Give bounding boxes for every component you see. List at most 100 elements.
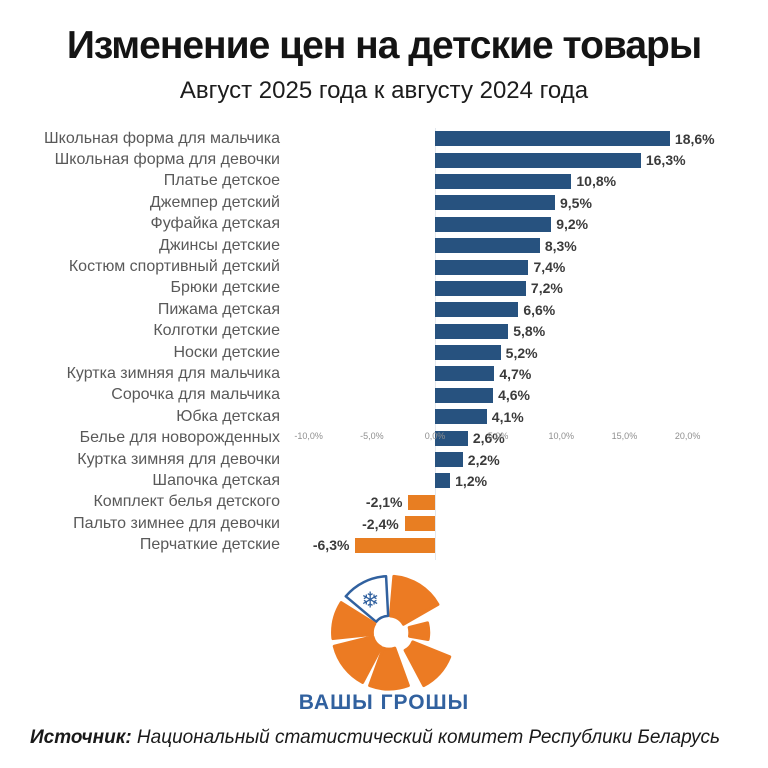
x-tick-label: 5,0% <box>487 431 509 441</box>
category-label: Пальто зимнее для девочки <box>73 514 280 532</box>
value-label: -6,3% <box>312 537 350 554</box>
chart-row: Шапочка детская 1,2% <box>0 470 768 491</box>
value-label: 7,2% <box>530 280 563 297</box>
category-label: Куртка зимняя для мальчика <box>66 364 280 382</box>
plot-area: 5,2% <box>292 342 768 363</box>
chart-row: Пальто зимнее для девочки -2,4% <box>0 513 768 534</box>
chart-row: Белье для новорожденных 2,6% <box>0 427 768 448</box>
plot-area: 5,8% <box>292 321 768 342</box>
chart-row: Носки детские 5,2% <box>0 342 768 363</box>
page-title: Изменение цен на детские товары <box>66 24 702 67</box>
bar <box>435 238 540 254</box>
x-axis: -10,0% -5,0% 0,0% 5,0% 10,0% 15,0% 20,0% <box>292 431 768 445</box>
logo-ornament-wedge <box>344 575 390 624</box>
value-label: 9,5% <box>559 194 592 211</box>
plot-area: 9,5% <box>292 192 768 213</box>
value-label: 18,6% <box>674 130 715 147</box>
zero-axis-line <box>435 128 436 560</box>
value-label: 2,2% <box>467 451 500 468</box>
value-label: 10,8% <box>576 173 617 190</box>
category-label: Брюки детские <box>170 279 280 297</box>
category-label: Куртка зимняя для девочки <box>77 450 280 468</box>
source-label: Источник: <box>30 727 132 748</box>
bar <box>435 345 501 361</box>
x-tick-label: 15,0% <box>611 431 638 441</box>
chart-row: Сорочка для мальчика 4,6% <box>0 385 768 406</box>
value-label: -2,1% <box>365 494 403 511</box>
bar <box>435 152 641 168</box>
bar <box>435 302 519 318</box>
plot-area: 6,6% <box>292 299 768 320</box>
category-label: Комплект белья детского <box>93 493 280 511</box>
logo-text: ВАШЫ ГРОШЫ <box>298 691 470 714</box>
bar <box>435 216 552 232</box>
category-label: Платье детское <box>163 172 280 190</box>
x-tick-label: 0,0% <box>424 431 446 441</box>
plot-area: 7,4% <box>292 256 768 277</box>
plot-area: 10,8% <box>292 171 768 192</box>
plot-area: 9,2% <box>292 214 768 235</box>
bar <box>435 323 509 339</box>
category-label: Белье для новорожденных <box>79 429 280 447</box>
bar <box>435 280 526 296</box>
x-tick-label: 10,0% <box>548 431 575 441</box>
logo-wedge <box>368 646 410 691</box>
bar <box>435 387 494 403</box>
plot-area: 8,3% <box>292 235 768 256</box>
value-label: 1,2% <box>455 472 488 489</box>
plot-area: 4,1% <box>292 406 768 427</box>
category-label: Перчаткие детские <box>139 536 280 554</box>
plot-area: 18,6% <box>292 128 768 149</box>
chart-row: Комплект белья детского -2,1% <box>0 492 768 513</box>
category-label: Пижама детская <box>157 300 280 318</box>
plot-area: 2,2% <box>292 449 768 470</box>
value-label: 4,1% <box>491 408 524 425</box>
chart-row: Куртка зимняя для мальчика 4,7% <box>0 363 768 384</box>
category-label: Фуфайка детская <box>150 215 280 233</box>
snowflake-icon: ❄ <box>361 588 379 613</box>
bar <box>435 195 555 211</box>
value-label: 5,2% <box>505 344 538 361</box>
value-label: 7,4% <box>533 259 566 276</box>
plot-area: 2,6% <box>292 427 768 448</box>
category-label: Школьная форма для мальчика <box>43 129 280 147</box>
plot-area: -2,1% <box>292 492 768 513</box>
chart-row: Джинсы детские 8,3% <box>0 235 768 256</box>
value-label: 2,6% <box>472 430 505 447</box>
page-subtitle: Август 2025 года к августу 2024 года <box>179 76 589 104</box>
category-label: Колготки детские <box>153 322 280 340</box>
logo-coin-icon: ❄ <box>331 574 452 691</box>
category-label: Носки детские <box>173 343 280 361</box>
chart-row: Костюм спортивный детский 7,4% <box>0 256 768 277</box>
chart-row: Школьная форма для мальчика 18,6% <box>0 128 768 149</box>
chart-row: Пижама детская 6,6% <box>0 299 768 320</box>
chart-row: Юбка детская 4,1% <box>0 406 768 427</box>
source-line: Источник: Национальный статистический ко… <box>30 727 750 749</box>
category-label: Сорочка для мальчика <box>111 386 280 404</box>
bar <box>435 430 468 446</box>
bar <box>435 131 670 147</box>
chart-row: Колготки детские 5,8% <box>0 321 768 342</box>
chart-row: Платье детское 10,8% <box>0 171 768 192</box>
source-text: Национальный статистический комитет Респ… <box>131 727 721 748</box>
chart-row: Фуфайка детская 9,2% <box>0 214 768 235</box>
chart-row: Куртка зимняя для девочки 2,2% <box>0 449 768 470</box>
category-label: Шапочка детская <box>152 471 280 489</box>
plot-area: -6,3% <box>292 534 768 555</box>
x-tick-label: -10,0% <box>294 431 323 441</box>
logo: ❄ ВАШЫ ГРОШЫ <box>0 572 768 715</box>
bar <box>355 537 435 553</box>
plot-area: -2,4% <box>292 513 768 534</box>
logo-wedge <box>407 621 431 641</box>
bar <box>404 516 435 532</box>
category-label: Юбка детская <box>176 407 280 425</box>
bar <box>435 259 529 275</box>
x-tick-label: -5,0% <box>360 431 384 441</box>
value-label: 16,3% <box>645 152 686 169</box>
category-label: Костюм спортивный детский <box>68 258 280 276</box>
value-label: 6,6% <box>523 301 556 318</box>
x-tick-label: 20,0% <box>674 431 701 441</box>
logo-wedge <box>332 635 383 684</box>
value-label: 9,2% <box>556 216 589 233</box>
